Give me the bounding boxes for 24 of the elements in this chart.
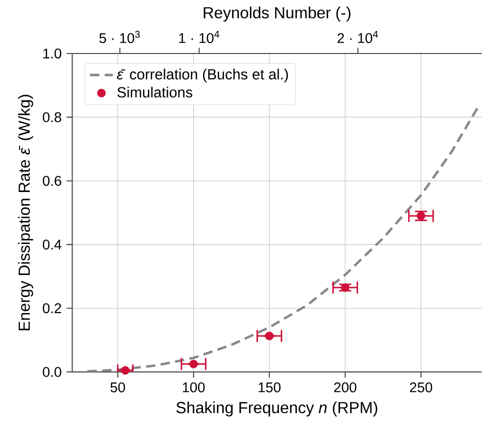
x-tick-label: 150 — [258, 382, 281, 392]
y-tick-label: 0.6 — [42, 176, 62, 186]
y-tick-label: 0.0 — [42, 366, 62, 377]
y-axis-title: Energy Dissipation Rate ε̄ (W/kg) — [18, 94, 34, 330]
x2-axis-title: Reynolds Number (-) — [204, 6, 350, 22]
x-axis-title: Shaking Frequency n (RPM) — [176, 401, 378, 416]
x2-tick-label: 5 · 10$^{3}$ — [99, 30, 140, 44]
x-tick-label: 200 — [334, 382, 356, 392]
x2-tick-label: 1 · 10$^{4}$ — [179, 30, 220, 44]
x2-tick-label: 2 · 10$^{4}$ — [338, 30, 378, 44]
point — [265, 332, 274, 340]
point — [121, 366, 130, 375]
x-tick-label: 100 — [182, 382, 205, 392]
y-tick-label: 0.8 — [42, 112, 62, 122]
point — [189, 360, 198, 368]
y-tick-label: 0.2 — [42, 303, 62, 314]
y-tick-label: 0.4 — [42, 240, 62, 250]
point — [416, 212, 426, 220]
legend-label: Simulations — [117, 86, 192, 98]
legend-label: ε̄ correlation (Buchs et al.) — [116, 68, 288, 82]
x-tick-label: 50 — [110, 382, 125, 392]
x-tick-label: 250 — [410, 382, 432, 392]
y-tick-label: 1.0 — [43, 48, 62, 58]
point — [340, 283, 350, 292]
